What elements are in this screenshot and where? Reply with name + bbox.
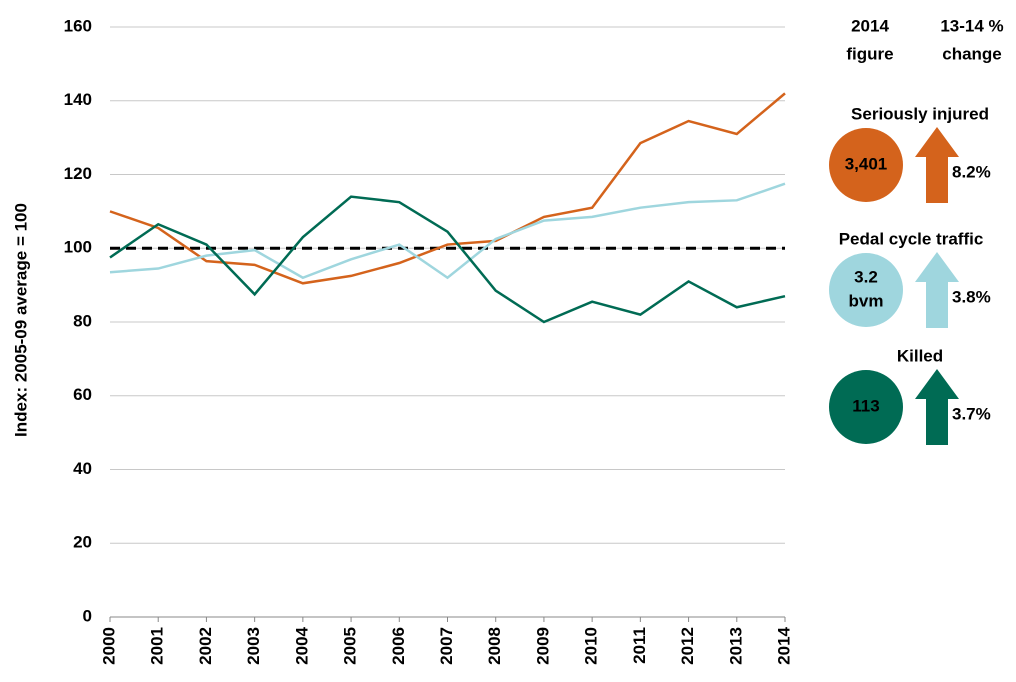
figure-circle	[829, 128, 903, 202]
x-tick-label: 2005	[341, 627, 360, 665]
series-name: Killed	[897, 346, 943, 365]
figure-circle	[829, 370, 903, 444]
y-tick-label: 140	[64, 90, 92, 109]
x-tick-label: 2007	[437, 627, 456, 665]
x-tick-label: 2006	[389, 627, 408, 665]
figure-label: bvm	[849, 291, 884, 310]
x-tick-label: 2012	[678, 627, 697, 665]
figure-circle	[829, 253, 903, 327]
figure-label: 113	[852, 396, 879, 415]
x-tick-label: 2003	[244, 627, 263, 665]
x-tick-label: 2002	[196, 627, 215, 665]
figure-label: 3.2	[854, 267, 878, 286]
change-arrow	[915, 252, 959, 328]
x-tick-label: 2014	[774, 626, 793, 664]
y-tick-label: 80	[73, 311, 92, 330]
series-name: Seriously injured	[851, 104, 989, 123]
change-label: 3.7%	[952, 404, 991, 423]
change-label: 8.2%	[952, 162, 991, 181]
summary-header: change	[942, 44, 1002, 63]
series-line	[109, 182, 786, 280]
y-axis-label: Index: 2005-09 average = 100	[11, 203, 30, 437]
x-tick-label: 2011	[630, 627, 649, 664]
x-tick-label: 2013	[726, 627, 745, 665]
x-tick-label: 2008	[485, 627, 504, 665]
y-tick-label: 0	[83, 606, 92, 625]
series-name: Pedal cycle traffic	[839, 229, 984, 248]
summary-header: 13-14 %	[940, 16, 1003, 35]
y-tick-label: 60	[73, 385, 92, 404]
series-line	[109, 195, 786, 324]
y-tick-label: 160	[64, 16, 92, 35]
x-tick-label: 2000	[99, 627, 118, 665]
summary-header: 2014	[851, 16, 889, 35]
y-tick-label: 120	[64, 164, 92, 183]
summary-header: figure	[846, 44, 893, 63]
y-tick-label: 20	[73, 533, 92, 552]
figure-label: 3,401	[845, 154, 888, 173]
x-tick-label: 2009	[533, 627, 552, 665]
y-tick-label: 100	[64, 238, 92, 257]
x-tick-label: 2004	[292, 626, 311, 664]
x-tick-label: 2001	[148, 627, 167, 665]
y-tick-label: 40	[73, 459, 92, 478]
change-arrow	[915, 369, 959, 445]
change-label: 3.8%	[952, 287, 991, 306]
change-arrow	[915, 127, 959, 203]
x-tick-label: 2010	[582, 627, 601, 665]
